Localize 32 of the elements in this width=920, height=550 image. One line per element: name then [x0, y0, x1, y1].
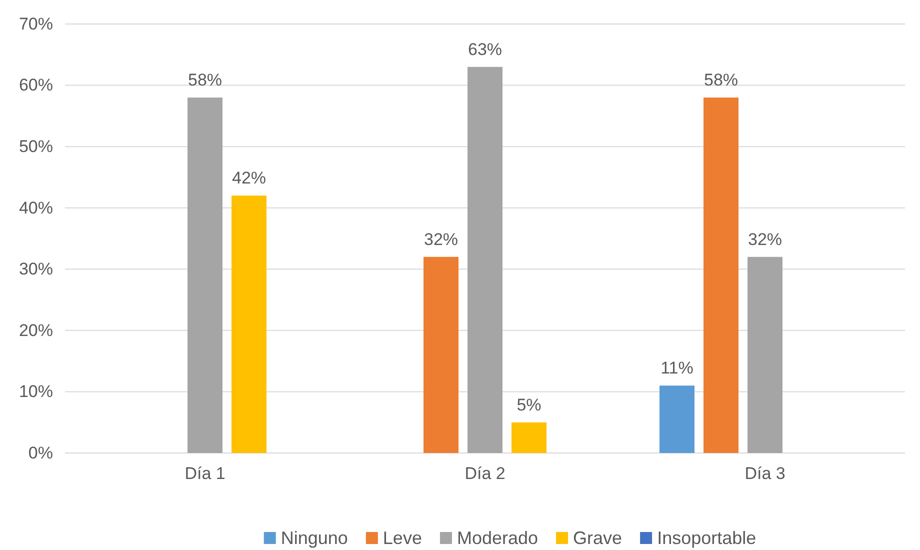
- data-label: 42%: [232, 168, 266, 188]
- bar: [424, 256, 458, 453]
- legend-label: Grave: [573, 528, 622, 548]
- data-label: 32%: [424, 230, 458, 249]
- data-label: 5%: [516, 395, 542, 414]
- legend-label: Moderado: [456, 528, 538, 548]
- bar: [232, 196, 266, 453]
- y-tick-label: 20%: [18, 320, 53, 340]
- y-tick-label: 40%: [18, 198, 53, 218]
- data-label: 32%: [748, 230, 782, 249]
- x-tick-label: Día 3: [744, 464, 786, 484]
- data-label: 58%: [704, 70, 738, 90]
- y-tick-label: 60%: [18, 76, 53, 95]
- data-label: 11%: [660, 358, 694, 378]
- y-tick-label: 10%: [18, 382, 53, 402]
- bar: [748, 256, 782, 453]
- bar: [512, 422, 546, 453]
- bar: [704, 98, 738, 453]
- x-tick-label: Día 1: [184, 464, 226, 484]
- x-tick-label: Día 2: [464, 464, 506, 484]
- y-tick-label: 70%: [18, 14, 53, 34]
- bar: [468, 66, 502, 453]
- bar: [188, 98, 222, 453]
- data-label: 63%: [468, 40, 502, 59]
- legend-label: Insoportable: [657, 528, 756, 548]
- y-tick-label: 0%: [28, 443, 53, 462]
- y-tick-label: 50%: [18, 137, 53, 156]
- y-tick-label: 30%: [18, 260, 53, 279]
- legend-label: Leve: [382, 528, 422, 548]
- legend-label: Ninguno: [280, 528, 348, 548]
- bar: [660, 386, 694, 453]
- data-label: 58%: [188, 70, 222, 90]
